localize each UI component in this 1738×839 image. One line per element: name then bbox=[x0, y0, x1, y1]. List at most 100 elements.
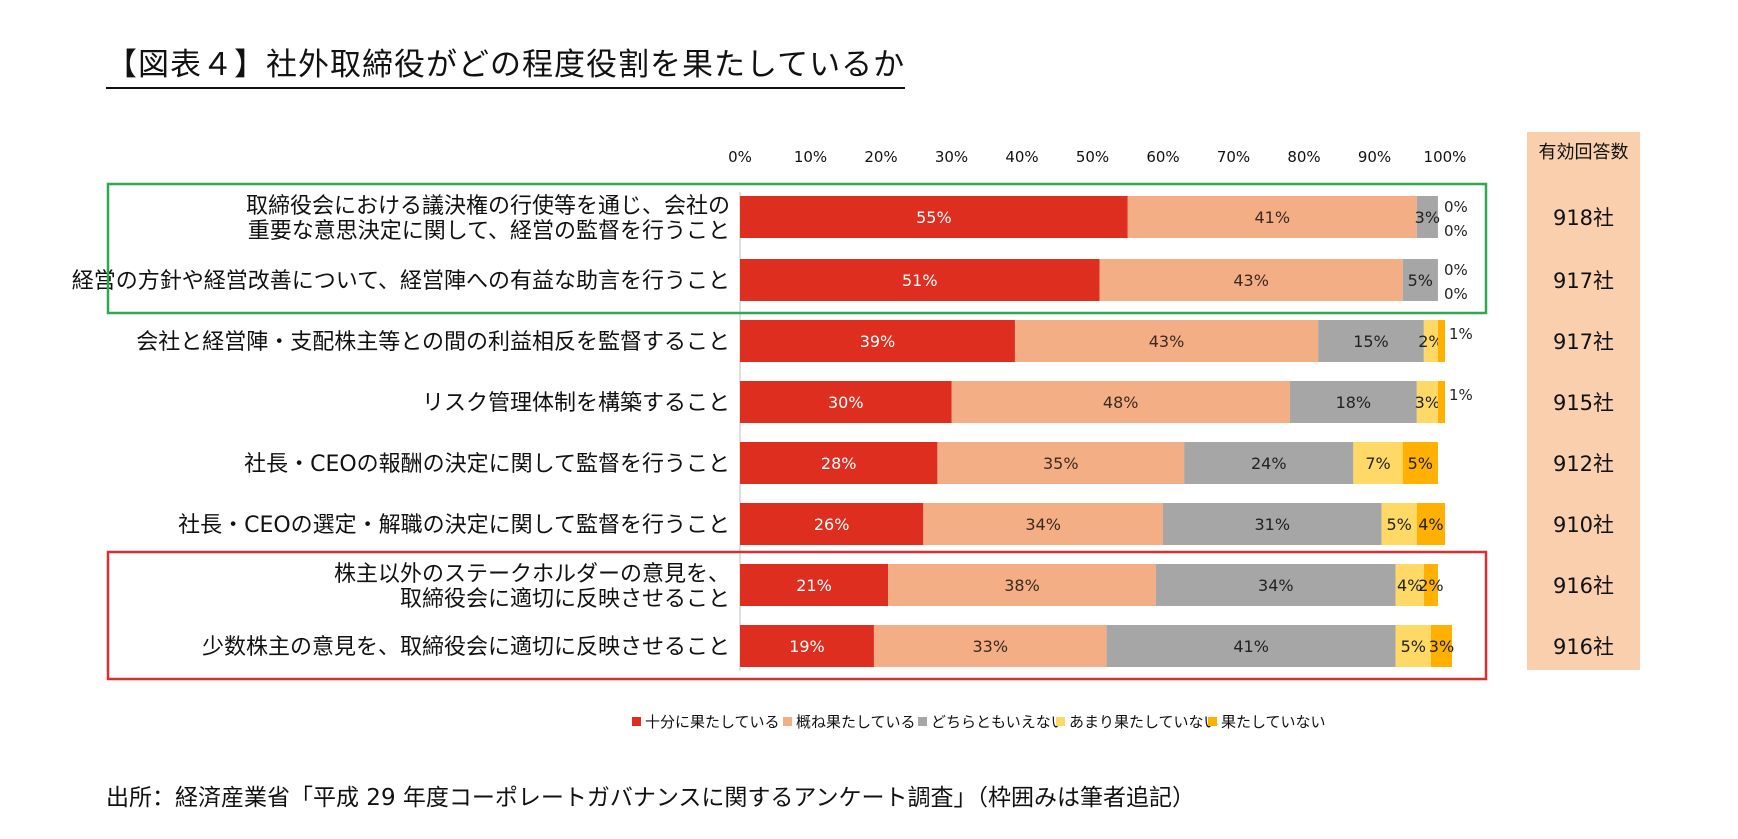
legend-swatch bbox=[632, 717, 641, 726]
data-label: 30% bbox=[828, 393, 864, 412]
x-tick-label: 100% bbox=[1424, 148, 1467, 166]
legend-label: 概ね果たしている bbox=[796, 713, 916, 731]
data-label: 1% bbox=[1449, 325, 1473, 343]
category-label: 社長・CEOの選定・解職の決定に関して監督を行うこと bbox=[178, 513, 730, 538]
bar-segment-5 bbox=[1402, 442, 1438, 484]
outside-data-label: 0% bbox=[1444, 261, 1468, 279]
bar-segment-3 bbox=[1184, 442, 1354, 484]
category-label: 重要な意思決定に関して、経営の監督を行うこと bbox=[248, 219, 730, 244]
bar-segment-2 bbox=[888, 564, 1156, 606]
data-label: 34% bbox=[1258, 576, 1294, 595]
bar-segment-1 bbox=[740, 625, 874, 667]
bar-segment-4 bbox=[1423, 320, 1438, 362]
data-label: 31% bbox=[1254, 515, 1290, 534]
answers-column bbox=[1527, 132, 1640, 670]
data-label: 26% bbox=[814, 515, 850, 534]
data-label: 51% bbox=[902, 271, 938, 290]
data-label: 39% bbox=[860, 332, 896, 351]
legend-swatch bbox=[783, 717, 792, 726]
bar-segment-2 bbox=[1014, 320, 1319, 362]
x-tick-label: 40% bbox=[1005, 148, 1038, 166]
data-label: 5% bbox=[1408, 271, 1433, 290]
answers-count: 916社 bbox=[1553, 574, 1614, 598]
x-tick-label: 90% bbox=[1358, 148, 1391, 166]
bar-segment-1 bbox=[740, 196, 1128, 238]
legend-label: あまり果たしていない bbox=[1069, 713, 1219, 731]
x-tick-label: 60% bbox=[1146, 148, 1179, 166]
bar-segment-3 bbox=[1289, 381, 1417, 423]
legend-swatch bbox=[1056, 717, 1065, 726]
data-label: 43% bbox=[1233, 271, 1269, 290]
bar-segment-1 bbox=[740, 259, 1100, 301]
bar-segment-4 bbox=[1416, 381, 1438, 423]
outside-data-label: 0% bbox=[1444, 198, 1468, 216]
highlight-frame-red bbox=[106, 550, 1488, 681]
x-tick-label: 80% bbox=[1287, 148, 1320, 166]
data-label: 34% bbox=[1025, 515, 1061, 534]
data-label: 38% bbox=[1004, 576, 1040, 595]
x-tick-label: 10% bbox=[794, 148, 827, 166]
legend-label: 果たしていない bbox=[1221, 713, 1326, 731]
bar-segment-2 bbox=[923, 503, 1163, 545]
bar-segment-5 bbox=[1416, 503, 1445, 545]
bar-segment-5 bbox=[1430, 625, 1453, 667]
bar-segment-3 bbox=[1155, 564, 1396, 606]
data-label: 4% bbox=[1418, 515, 1443, 534]
bar-segment-2 bbox=[951, 381, 1290, 423]
data-label: 2% bbox=[1418, 332, 1443, 351]
bar-segment-5 bbox=[1437, 320, 1445, 362]
bar-segment-1 bbox=[740, 442, 938, 484]
answers-count: 910社 bbox=[1553, 513, 1614, 537]
data-label: 3% bbox=[1415, 393, 1440, 412]
answers-count: 912社 bbox=[1553, 452, 1614, 476]
data-label: 15% bbox=[1353, 332, 1389, 351]
answers-count: 915社 bbox=[1553, 391, 1614, 415]
data-label: 3% bbox=[1415, 208, 1440, 227]
category-label: リスク管理体制を構築すること bbox=[422, 391, 730, 416]
bar-segment-1 bbox=[740, 320, 1015, 362]
data-label: 55% bbox=[916, 208, 952, 227]
x-tick-label: 50% bbox=[1076, 148, 1109, 166]
x-tick-label: 0% bbox=[728, 148, 752, 166]
data-label: 33% bbox=[972, 637, 1008, 656]
x-tick-label: 70% bbox=[1217, 148, 1250, 166]
answers-count: 917社 bbox=[1553, 330, 1614, 354]
page-title: 【図表４】社外取締役がどの程度役割を果たしているか bbox=[106, 47, 906, 89]
bar-segment-1 bbox=[740, 381, 952, 423]
bar-segment-4 bbox=[1353, 442, 1403, 484]
legend-swatch bbox=[918, 717, 927, 726]
x-tick-label: 30% bbox=[935, 148, 968, 166]
legend-label: 十分に果たしている bbox=[645, 713, 780, 731]
data-label: 28% bbox=[821, 454, 857, 473]
bar-segment-5 bbox=[1437, 381, 1445, 423]
data-label: 24% bbox=[1251, 454, 1287, 473]
bar-segment-3 bbox=[1416, 196, 1438, 238]
bar-segment-4 bbox=[1395, 625, 1431, 667]
outside-data-label: 0% bbox=[1444, 285, 1468, 303]
bar-segment-1 bbox=[740, 564, 889, 606]
category-label: 取締役会における議決権の行使等を通じ、会社の bbox=[246, 194, 730, 219]
data-label: 41% bbox=[1233, 637, 1269, 656]
stacked-bar-chart: 有効回答数 0% 10% 20% 30% 40% 50% 60% 70% 80% 90% 100% 取締… bbox=[72, 132, 1640, 731]
bar-segment-2 bbox=[873, 625, 1107, 667]
bar-segment-5 bbox=[1423, 564, 1438, 606]
bar-segment-3 bbox=[1163, 503, 1382, 545]
bar-segment-2 bbox=[1099, 259, 1403, 301]
bar-segment-4 bbox=[1381, 503, 1417, 545]
data-label: 1% bbox=[1449, 386, 1473, 404]
data-label: 4% bbox=[1397, 576, 1422, 595]
category-label: 会社と経営陣・支配株主等との間の利益相反を監督すること bbox=[136, 330, 730, 355]
legend-swatch bbox=[1208, 717, 1217, 726]
legend-label: どちらともいえない bbox=[931, 713, 1066, 731]
highlight-frame-green bbox=[106, 182, 1488, 315]
answers-header: 有効回答数 bbox=[1539, 142, 1629, 163]
bar-segment-4 bbox=[1395, 564, 1424, 606]
category-label: 社長・CEOの報酬の決定に関して監督を行うこと bbox=[244, 452, 730, 477]
outside-data-label: 0% bbox=[1444, 222, 1468, 240]
data-label: 7% bbox=[1365, 454, 1390, 473]
bar-segment-3 bbox=[1106, 625, 1396, 667]
data-label: 48% bbox=[1103, 393, 1139, 412]
bar-segment-3 bbox=[1318, 320, 1424, 362]
data-label: 18% bbox=[1336, 393, 1372, 412]
category-label: 経営の方針や経営改善について、経営陣への有益な助言を行うこと bbox=[72, 269, 730, 294]
